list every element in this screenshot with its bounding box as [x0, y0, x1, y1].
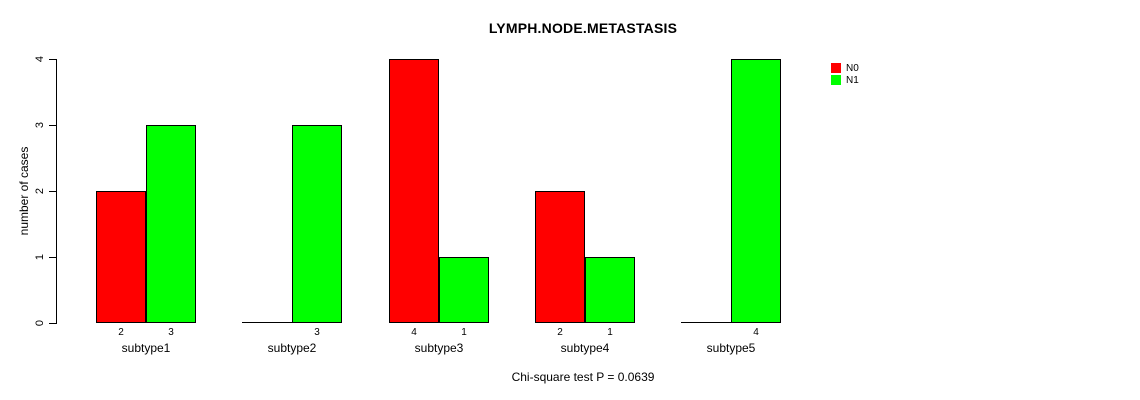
bar-value-label: 3	[168, 327, 174, 338]
legend-swatch-N1	[831, 75, 841, 85]
bar-value-label: 4	[753, 327, 759, 338]
x-category-label-subtype5: subtype5	[706, 341, 756, 355]
y-tick	[49, 125, 56, 126]
chart-title: LYMPH.NODE.METASTASIS	[488, 20, 678, 36]
x-category-label-subtype2: subtype2	[267, 341, 317, 355]
y-tick-label: 0	[34, 319, 46, 327]
bar-value-label: 1	[607, 327, 613, 338]
bar-subtype4-N0	[535, 191, 585, 323]
y-tick-label: 3	[34, 121, 46, 129]
bar-value-label: 2	[557, 327, 563, 338]
bar-subtype2-N1	[292, 125, 342, 323]
zero-bar-line-subtype5-N0	[681, 322, 731, 323]
y-tick-label: 1	[34, 253, 46, 261]
y-tick	[49, 59, 56, 60]
zero-bar-line-subtype2-N0	[242, 322, 292, 323]
bar-value-label: 3	[314, 327, 320, 338]
y-tick	[49, 257, 56, 258]
y-axis-label: number of cases	[17, 146, 31, 236]
bar-value-label: 2	[118, 327, 124, 338]
y-tick-label: 2	[34, 187, 46, 195]
y-tick	[49, 323, 56, 324]
y-axis-line	[56, 59, 57, 324]
legend-label-N1: N1	[846, 75, 859, 86]
bar-subtype1-N0	[96, 191, 146, 323]
x-category-label-subtype1: subtype1	[121, 341, 171, 355]
bar-value-label: 1	[461, 327, 467, 338]
y-tick-label: 4	[34, 55, 46, 63]
chi-square-annotation: Chi-square test P = 0.0639	[511, 370, 655, 384]
bar-subtype3-N1	[439, 257, 489, 323]
bar-subtype1-N1	[146, 125, 196, 323]
bar-value-label: 4	[411, 327, 417, 338]
x-category-label-subtype4: subtype4	[560, 341, 610, 355]
y-tick	[49, 191, 56, 192]
bar-subtype5-N1	[731, 59, 781, 323]
legend-swatch-N0	[831, 63, 841, 73]
x-category-label-subtype3: subtype3	[414, 341, 464, 355]
bar-subtype4-N1	[585, 257, 635, 323]
legend-label-N0: N0	[846, 63, 859, 74]
bar-subtype3-N0	[389, 59, 439, 323]
